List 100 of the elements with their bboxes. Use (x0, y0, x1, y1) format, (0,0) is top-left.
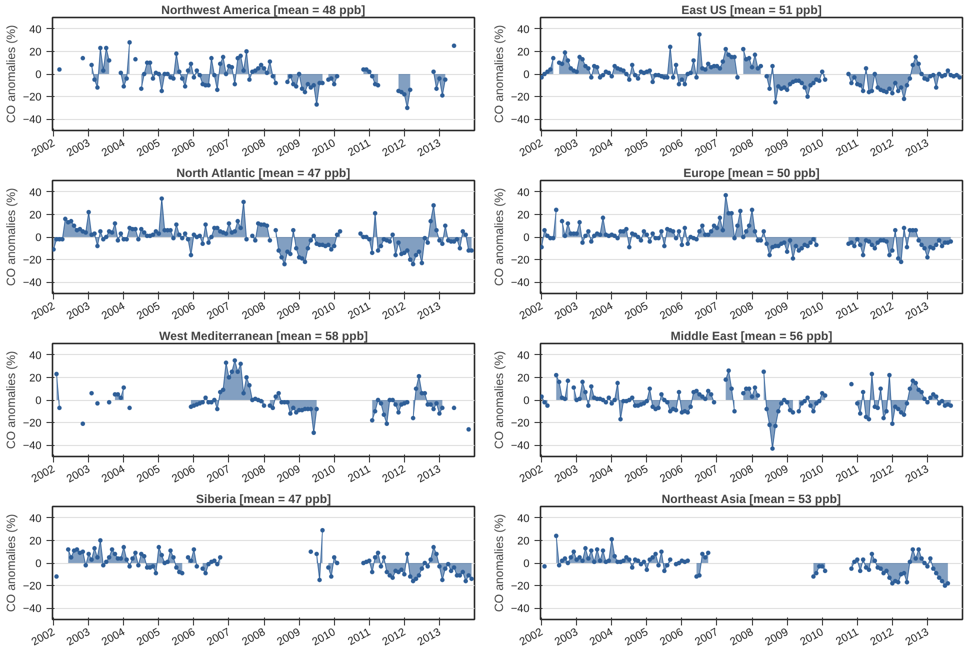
x-tick-label: 2011 (834, 463, 861, 485)
chart-title: Northwest America [mean = 48 ppb] (161, 3, 366, 17)
x-tick-label: 2007 (205, 463, 232, 486)
y-tick-label: 40 (517, 350, 530, 362)
x-tick-label: 2003 (64, 137, 92, 160)
chart-title: Middle East [mean = 56 ppb] (670, 329, 832, 343)
chart-title: East US [mean = 51 ppb] (681, 3, 822, 17)
y-tick-label: 20 (517, 209, 530, 222)
y-tick-label: 20 (517, 535, 530, 548)
y-tick-label: −40 (510, 440, 530, 452)
y-tick-label: 20 (29, 209, 42, 222)
x-tick-label: 2006 (170, 137, 198, 160)
x-tick-label: 2011 (834, 626, 861, 648)
x-tick-label: 2012 (380, 300, 408, 322)
x-tick-label: 2003 (64, 463, 92, 486)
x-tick-label: 2009 (275, 300, 302, 322)
y-tick-label: −20 (22, 92, 42, 104)
x-tick-label: 2009 (763, 626, 790, 648)
x-tick-label: 2009 (763, 300, 790, 322)
x-tick-label: 2005 (622, 300, 650, 322)
y-axis-title: CO anomalies (%) (492, 188, 506, 286)
x-tick-label: 2004 (100, 300, 128, 322)
y-axis-title: CO anomalies (%) (4, 514, 18, 612)
x-tick-label: 2010 (310, 137, 338, 160)
x-tick-label: 2010 (798, 626, 826, 648)
y-tick-label: −20 (22, 580, 42, 593)
x-tick-label: 2008 (240, 300, 268, 322)
x-tick-label: 2003 (64, 300, 92, 322)
x-tick-label: 2003 (552, 137, 580, 160)
x-tick-label: 2013 (416, 626, 443, 648)
x-tick-label: 2011 (346, 626, 373, 648)
x-tick-label: 2003 (64, 626, 92, 648)
x-tick-label: 2007 (693, 463, 720, 486)
x-tick-label: 2002 (518, 463, 545, 486)
y-tick-label: −20 (510, 418, 530, 430)
y-tick-label: 40 (517, 512, 530, 525)
x-tick-label: 2007 (693, 137, 720, 160)
x-tick-label: 2005 (134, 300, 162, 322)
x-tick-label: 2007 (205, 626, 232, 648)
x-tick-label: 2009 (763, 463, 790, 486)
y-tick-label: −40 (510, 603, 530, 616)
x-tick-label: 2002 (30, 463, 57, 486)
x-tick-label: 2011 (346, 300, 373, 322)
x-tick-label: 2004 (588, 626, 616, 648)
x-tick-label: 2006 (658, 137, 686, 160)
x-tick-label: 2008 (728, 626, 756, 648)
chart-title: West Mediterranean [mean = 58 ppb] (159, 329, 368, 343)
y-tick-label: −40 (22, 603, 42, 616)
x-tick-label: 2004 (100, 626, 128, 648)
y-tick-label: 0 (523, 558, 530, 570)
y-tick-label: −40 (510, 114, 530, 126)
y-tick-label: −40 (22, 277, 42, 290)
x-tick-label: 2013 (904, 137, 931, 160)
y-axis-title: CO anomalies (%) (4, 350, 18, 450)
y-tick-label: 0 (35, 558, 42, 570)
y-tick-label: −40 (22, 114, 42, 126)
x-tick-label: 2007 (693, 626, 720, 648)
x-tick-label: 2011 (346, 463, 373, 485)
y-tick-label: 40 (517, 24, 530, 36)
y-tick-label: 40 (29, 512, 42, 525)
x-tick-label: 2012 (868, 300, 896, 322)
x-tick-label: 2012 (380, 463, 408, 486)
x-tick-label: 2004 (588, 137, 616, 160)
y-tick-label: −20 (22, 254, 42, 267)
x-tick-label: 2003 (552, 300, 580, 322)
x-tick-label: 2002 (518, 300, 545, 322)
x-tick-label: 2010 (798, 300, 826, 322)
x-tick-label: 2008 (728, 463, 756, 486)
x-tick-label: 2002 (30, 137, 57, 160)
y-axis-title: CO anomalies (%) (4, 188, 18, 286)
x-tick-label: 2006 (170, 300, 198, 322)
x-tick-label: 2013 (904, 300, 931, 322)
x-tick-label: 2006 (170, 463, 198, 486)
y-tick-label: 0 (35, 69, 42, 81)
chart-title: Siberia [mean = 47 ppb] (196, 492, 332, 506)
x-tick-label: 2005 (622, 463, 650, 486)
x-tick-label: 2008 (728, 137, 756, 160)
x-tick-label: 2006 (658, 300, 686, 322)
x-tick-label: 2006 (658, 463, 686, 486)
x-tick-label: 2011 (834, 137, 861, 159)
x-tick-label: 2012 (868, 463, 896, 486)
x-tick-label: 2013 (416, 137, 443, 160)
y-tick-label: 20 (29, 46, 42, 58)
x-tick-label: 2008 (240, 463, 268, 486)
x-tick-label: 2007 (205, 137, 232, 160)
y-tick-label: 0 (35, 395, 42, 407)
x-tick-label: 2005 (622, 137, 650, 160)
chart-title: Europe [mean = 50 ppb] (683, 166, 820, 180)
x-tick-label: 2002 (30, 626, 57, 648)
x-tick-label: 2004 (588, 300, 616, 322)
y-tick-label: 20 (517, 372, 530, 384)
x-tick-label: 2006 (658, 626, 686, 648)
x-tick-label: 2010 (798, 463, 826, 486)
x-tick-label: 2004 (100, 463, 128, 486)
x-tick-label: 2008 (728, 300, 756, 322)
x-tick-label: 2013 (416, 463, 443, 486)
x-tick-label: 2011 (346, 137, 373, 159)
chart-title: North Atlantic [mean = 47 ppb] (176, 166, 350, 180)
x-tick-label: 2013 (904, 626, 931, 648)
x-tick-label: 2010 (798, 137, 826, 160)
